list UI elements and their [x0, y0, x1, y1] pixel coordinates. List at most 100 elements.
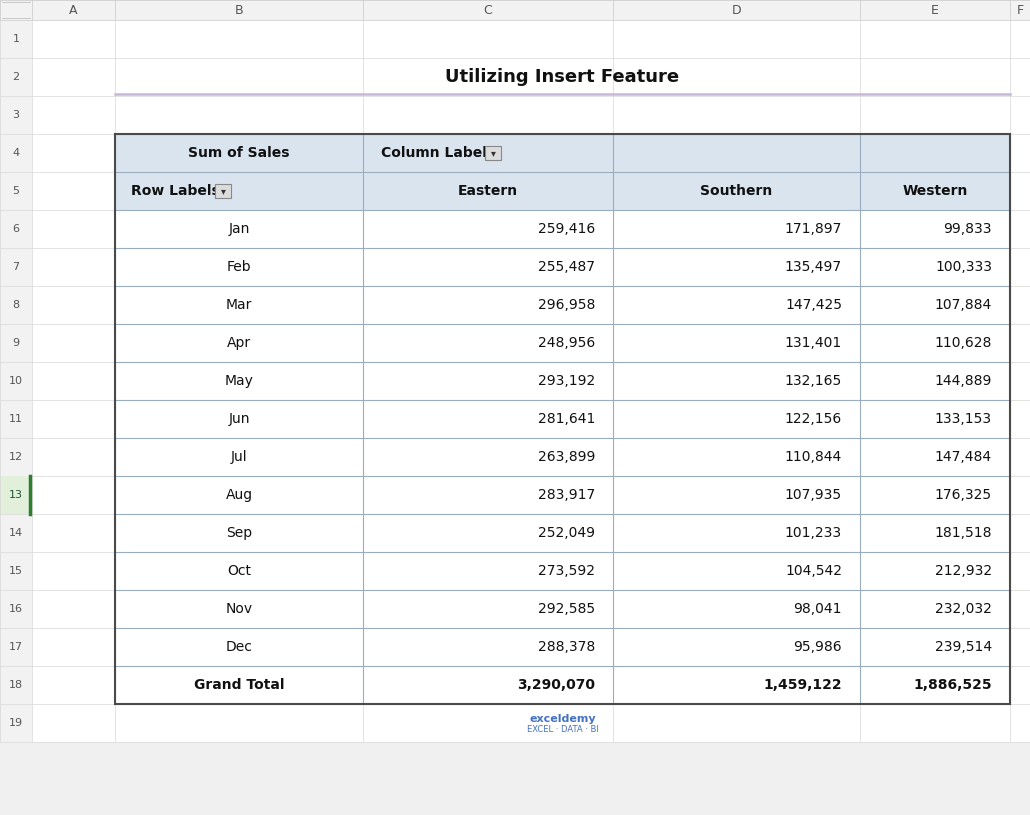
- Bar: [115, 438, 1010, 476]
- Text: 133,153: 133,153: [935, 412, 992, 426]
- Text: Eastern: Eastern: [458, 184, 518, 198]
- Text: 100,333: 100,333: [935, 260, 992, 274]
- Text: 3,290,070: 3,290,070: [517, 678, 595, 692]
- Text: 95,986: 95,986: [793, 640, 842, 654]
- Text: 9: 9: [12, 338, 20, 348]
- Text: Dec: Dec: [226, 640, 252, 654]
- Text: 144,889: 144,889: [934, 374, 992, 388]
- Bar: [32, 20, 1030, 742]
- Text: 110,844: 110,844: [785, 450, 842, 464]
- Text: Western: Western: [902, 184, 968, 198]
- Text: ▾: ▾: [490, 148, 495, 158]
- Text: 1,886,525: 1,886,525: [914, 678, 992, 692]
- Text: Column Labels: Column Labels: [381, 146, 495, 160]
- Bar: [115, 552, 1010, 590]
- Text: Jun: Jun: [229, 412, 249, 426]
- Text: 181,518: 181,518: [934, 526, 992, 540]
- Text: 283,917: 283,917: [538, 488, 595, 502]
- Bar: [115, 362, 1010, 400]
- Text: 1,459,122: 1,459,122: [763, 678, 842, 692]
- Bar: [215, 184, 231, 198]
- Text: Feb: Feb: [227, 260, 251, 274]
- Text: Apr: Apr: [227, 336, 251, 350]
- Text: Jul: Jul: [231, 450, 247, 464]
- Text: 122,156: 122,156: [785, 412, 842, 426]
- Text: 15: 15: [9, 566, 23, 576]
- Text: Utilizing Insert Feature: Utilizing Insert Feature: [445, 68, 680, 86]
- Text: 19: 19: [9, 718, 23, 728]
- Bar: [115, 324, 1010, 362]
- Text: 3: 3: [12, 110, 20, 120]
- Text: 212,932: 212,932: [935, 564, 992, 578]
- Text: F: F: [1017, 3, 1024, 16]
- Text: 12: 12: [9, 452, 23, 462]
- Text: 104,542: 104,542: [785, 564, 842, 578]
- Text: D: D: [731, 3, 742, 16]
- Text: May: May: [225, 374, 253, 388]
- Bar: [0, 0, 32, 742]
- Text: 17: 17: [9, 642, 23, 652]
- Bar: [115, 134, 1010, 704]
- Text: 288,378: 288,378: [538, 640, 595, 654]
- Text: Oct: Oct: [227, 564, 251, 578]
- Text: Grand Total: Grand Total: [194, 678, 284, 692]
- Text: Aug: Aug: [226, 488, 252, 502]
- Text: C: C: [484, 3, 492, 16]
- Text: 107,935: 107,935: [785, 488, 842, 502]
- Text: Row Labels: Row Labels: [131, 184, 219, 198]
- Text: Sep: Sep: [226, 526, 252, 540]
- Text: 292,585: 292,585: [538, 602, 595, 616]
- Text: 7: 7: [12, 262, 20, 272]
- Text: 248,956: 248,956: [538, 336, 595, 350]
- Bar: [115, 210, 1010, 248]
- Text: Jan: Jan: [229, 222, 249, 236]
- Text: exceldemy: exceldemy: [529, 714, 595, 724]
- Text: 259,416: 259,416: [538, 222, 595, 236]
- Text: 239,514: 239,514: [935, 640, 992, 654]
- Text: 6: 6: [12, 224, 20, 234]
- Text: E: E: [931, 3, 939, 16]
- Text: 98,041: 98,041: [793, 602, 842, 616]
- Text: 5: 5: [12, 186, 20, 196]
- Text: 131,401: 131,401: [785, 336, 842, 350]
- Text: 255,487: 255,487: [538, 260, 595, 274]
- Text: 4: 4: [12, 148, 20, 158]
- Text: 10: 10: [9, 376, 23, 386]
- Text: B: B: [235, 3, 243, 16]
- Text: ▾: ▾: [220, 186, 226, 196]
- Text: 8: 8: [12, 300, 20, 310]
- Text: 135,497: 135,497: [785, 260, 842, 274]
- Text: 273,592: 273,592: [538, 564, 595, 578]
- Bar: [115, 134, 1010, 172]
- Text: 18: 18: [9, 680, 23, 690]
- Text: 16: 16: [9, 604, 23, 614]
- Text: 232,032: 232,032: [935, 602, 992, 616]
- Text: 281,641: 281,641: [538, 412, 595, 426]
- Text: 101,233: 101,233: [785, 526, 842, 540]
- Text: 14: 14: [9, 528, 23, 538]
- Bar: [115, 590, 1010, 628]
- Bar: [115, 476, 1010, 514]
- Text: 296,958: 296,958: [538, 298, 595, 312]
- Bar: [115, 514, 1010, 552]
- Bar: [115, 666, 1010, 704]
- Text: Mar: Mar: [226, 298, 252, 312]
- Text: Sum of Sales: Sum of Sales: [188, 146, 289, 160]
- Text: Southern: Southern: [700, 184, 772, 198]
- Text: A: A: [69, 3, 77, 16]
- Bar: [0, 0, 1030, 20]
- Text: 147,484: 147,484: [935, 450, 992, 464]
- Text: 171,897: 171,897: [785, 222, 842, 236]
- Text: 13: 13: [9, 490, 23, 500]
- Text: 132,165: 132,165: [785, 374, 842, 388]
- Bar: [115, 286, 1010, 324]
- Bar: [0, 476, 32, 514]
- Text: Nov: Nov: [226, 602, 252, 616]
- Text: 293,192: 293,192: [538, 374, 595, 388]
- Text: 99,833: 99,833: [943, 222, 992, 236]
- Text: 176,325: 176,325: [935, 488, 992, 502]
- Text: 263,899: 263,899: [538, 450, 595, 464]
- Bar: [115, 172, 1010, 210]
- Bar: [115, 628, 1010, 666]
- Text: 11: 11: [9, 414, 23, 424]
